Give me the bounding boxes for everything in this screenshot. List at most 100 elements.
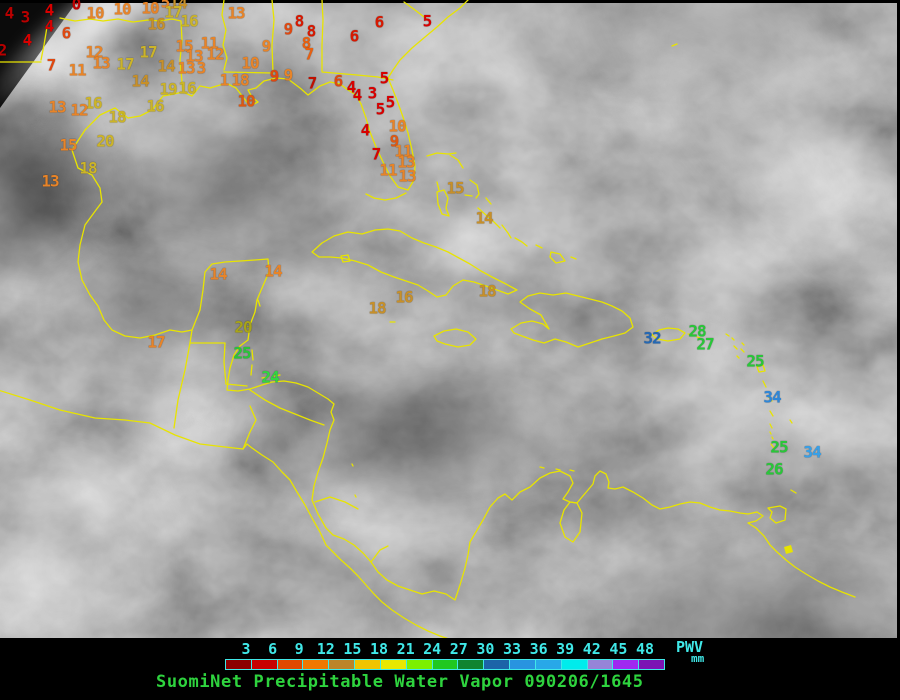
station-value: 18: [231, 70, 249, 90]
station-value: 19: [159, 79, 177, 99]
colorbar-segment: [277, 660, 304, 669]
colorbar-segment: [303, 660, 330, 669]
station-value: 18: [478, 281, 496, 301]
station-value: 34: [803, 442, 821, 462]
station-value: 17: [116, 54, 134, 74]
colorbar-segment: [561, 660, 588, 669]
station-value: 20: [96, 131, 114, 151]
station-value: 4: [4, 3, 15, 23]
station-value: 5: [375, 99, 386, 119]
station-value: 13: [185, 46, 203, 66]
station-value: 16: [84, 93, 102, 113]
station-value: 11: [200, 33, 218, 53]
colorbar-tick: 27: [449, 640, 468, 658]
colorbar-tick: 18: [369, 640, 389, 658]
station-value: 4: [346, 77, 357, 97]
station-value: 5: [160, 0, 171, 12]
station-value: 4: [352, 85, 363, 105]
colorbar-tick: 39: [556, 640, 575, 658]
colorbar: [225, 659, 665, 670]
colorbar-segment: [226, 660, 252, 669]
station-value: 16: [146, 96, 164, 116]
station-value: 15: [175, 36, 193, 56]
station-value: 8: [306, 21, 317, 41]
station-value: 10: [241, 53, 259, 73]
station-value: 12: [206, 44, 224, 64]
colorbar-tick: 48: [635, 640, 655, 658]
colorbar-segment: [587, 660, 614, 669]
station-value: 15: [59, 135, 77, 155]
colorbar-segment: [355, 660, 381, 669]
colorbar-tick: 24: [423, 640, 442, 658]
station-value: 18: [108, 107, 126, 127]
station-value: 11: [379, 160, 397, 180]
station-value: 13: [398, 166, 416, 186]
margarita-island: [784, 545, 793, 554]
station-value: 6: [333, 71, 344, 91]
station-value: 14: [131, 71, 149, 91]
station-value: 12: [70, 100, 88, 120]
station-value: 0: [71, 0, 82, 14]
map-title: SuomiNet Precipitable Water Vapor 090206…: [156, 672, 644, 692]
colorbar-segment: [432, 660, 459, 669]
station-value: 18: [368, 298, 386, 318]
station-value: 9: [389, 131, 400, 151]
station-value: 14: [169, 0, 187, 13]
colorbar-tick: 15: [343, 640, 362, 658]
station-value: 14: [264, 261, 282, 281]
station-value: 7: [46, 55, 57, 75]
station-value: 3: [367, 83, 378, 103]
colorbar-segment: [510, 660, 536, 669]
station-value: 7: [304, 44, 315, 64]
station-value: 2: [0, 40, 7, 60]
station-value: 6: [61, 23, 72, 43]
station-value: 3: [20, 7, 31, 27]
station-value: 13: [92, 53, 110, 73]
station-value: 4: [44, 0, 55, 20]
colorbar-segment: [406, 660, 433, 669]
colorbar-tick: 21: [396, 640, 415, 658]
colorbar-segment: [458, 660, 485, 669]
station-value: 20: [234, 317, 252, 337]
pwv-mm-label: mm: [691, 652, 705, 665]
station-value: 3: [196, 58, 207, 78]
station-value: 25: [233, 343, 251, 363]
station-value: 6: [349, 26, 360, 46]
colorbar-segment: [251, 660, 278, 669]
colorbar-tick: 6: [268, 640, 278, 658]
colorbar-segment: [380, 660, 407, 669]
station-value: 5: [379, 68, 390, 88]
station-value: 12: [85, 42, 103, 62]
station-value: 13: [41, 171, 59, 191]
colorbar-segment: [613, 660, 640, 669]
station-value: 1: [219, 70, 230, 90]
station-value: 16: [147, 14, 165, 34]
station-value: 10: [113, 0, 131, 19]
station-value: 14: [475, 208, 493, 228]
station-value: 17: [147, 332, 165, 352]
colorbar-tick: 12: [316, 640, 335, 658]
colorbar-tick-labels: 3 6 9 12 15 18 21 24 27 30 33 36 39 42 45 48: [225, 640, 665, 658]
station-value: 15: [446, 178, 464, 198]
station-value: 7: [307, 73, 318, 93]
colorbar-segment: [484, 660, 511, 669]
station-value: 16: [178, 78, 196, 98]
colorbar-tick: 9: [294, 640, 304, 658]
station-value: 17: [164, 2, 182, 22]
station-values-layer: 4 3 4 0 10 10 10 5 14 17 16 16 13 4 6 4 2 12 7 11 13 17 17 15 11…: [0, 0, 822, 479]
station-value: 34: [763, 387, 781, 407]
station-value: 17: [139, 42, 157, 62]
station-value: 13: [397, 152, 415, 172]
colorbar-tick: 42: [582, 640, 601, 658]
station-value: 4: [44, 16, 55, 36]
station-value: 6: [374, 12, 385, 32]
legend-panel: 3 6 9 12 15 18 21 24 27 30 33 36 39 42 45 48 PWV mm Suo…: [0, 638, 900, 700]
station-value: 11: [68, 60, 86, 80]
colorbar-tick: 45: [609, 640, 628, 658]
pwv-unit-label: PWV: [676, 638, 704, 656]
station-value: 16: [395, 287, 413, 307]
station-value: 8: [294, 11, 305, 31]
station-value: 32: [643, 328, 661, 348]
station-value: 8: [301, 33, 312, 53]
